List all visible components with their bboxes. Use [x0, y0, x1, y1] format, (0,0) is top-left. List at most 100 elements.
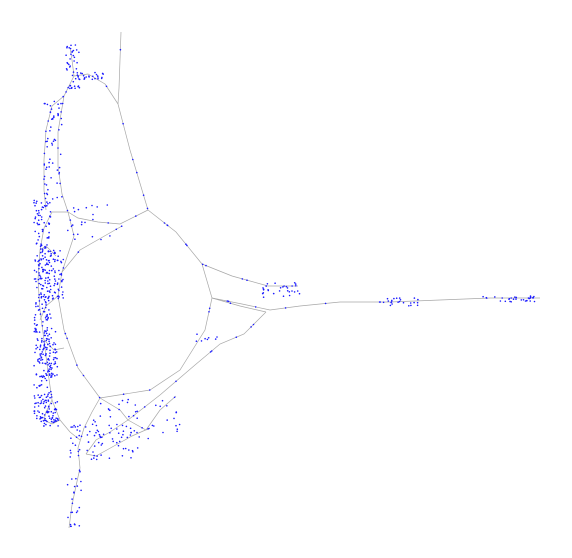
graph-node [70, 437, 72, 440]
graph-node [229, 302, 232, 305]
graph-node [44, 417, 46, 420]
graph-node [43, 204, 46, 207]
graph-node [278, 290, 281, 292]
graph-node [46, 286, 48, 289]
graph-node [38, 331, 41, 333]
graph-node [37, 214, 40, 217]
graph-node [57, 425, 59, 427]
graph-node [96, 75, 99, 77]
graph-node [37, 358, 39, 361]
graph-node [53, 284, 55, 287]
graph-edge [85, 419, 129, 455]
graph-node [208, 311, 210, 313]
graph-node [130, 457, 132, 459]
graph-node [71, 224, 74, 226]
graph-node [39, 277, 41, 280]
graph-node [48, 309, 50, 311]
graph-node [74, 238, 76, 240]
graph-node [262, 287, 264, 289]
graph-node [166, 405, 168, 407]
graph-edges [37, 31, 540, 529]
graph-node [121, 399, 124, 402]
graph-node [279, 287, 282, 289]
graph-node [54, 374, 56, 377]
graph-edge [117, 103, 149, 211]
graph-node [105, 85, 108, 88]
graph-node [99, 415, 102, 417]
graph-node [53, 115, 55, 117]
graph-node [69, 219, 72, 221]
graph-node [95, 458, 98, 461]
graph-node [78, 78, 80, 80]
graph-node [186, 244, 188, 247]
graph-node [69, 47, 72, 50]
graph-node [43, 369, 45, 372]
graph-node [94, 421, 96, 423]
graph-node [49, 424, 51, 427]
graph-node [74, 444, 77, 447]
graph-node [43, 310, 46, 313]
graph-node [55, 408, 58, 411]
graph-node [397, 301, 399, 304]
graph-node [44, 282, 47, 284]
graph-node [124, 447, 127, 450]
graph-edge [127, 395, 177, 431]
graph-node [52, 414, 54, 417]
graph-node [120, 225, 123, 227]
graph-node [41, 325, 44, 327]
graph-node [533, 295, 535, 298]
graph-node [386, 297, 389, 300]
graph-node [41, 251, 44, 253]
graph-node [49, 211, 52, 213]
graph-node [41, 351, 43, 353]
graph-node [515, 296, 518, 299]
graph-edge [99, 397, 129, 421]
graph-node [76, 510, 79, 512]
graph-node [482, 295, 484, 298]
graph-node [40, 420, 42, 423]
graph-node [33, 323, 36, 325]
graph-node [74, 87, 76, 90]
graph-node [75, 511, 78, 514]
graph-node [207, 337, 210, 339]
graph-node [54, 402, 57, 404]
graph-node [91, 78, 94, 81]
graph-node [45, 318, 48, 321]
graph-node [285, 285, 288, 288]
graph-node [88, 75, 90, 77]
graph-node [143, 406, 146, 408]
graph-node [73, 85, 76, 87]
graph-node [391, 299, 393, 302]
graph-node [49, 364, 52, 367]
graph-node [118, 408, 120, 411]
graph-node [60, 274, 63, 276]
graph-node [44, 247, 46, 249]
graph-node [529, 295, 532, 297]
graph-node [43, 393, 46, 396]
graph-node [42, 206, 45, 209]
graph-node [163, 222, 166, 224]
graph-node [34, 204, 36, 207]
graph-node [252, 323, 255, 326]
graph-node [76, 485, 79, 487]
graph-node [43, 175, 46, 178]
graph-node [33, 364, 35, 367]
graph-node [33, 201, 35, 204]
graph-node [60, 111, 62, 113]
graph-node [175, 380, 177, 383]
graph-node [71, 498, 73, 500]
graph-node [89, 430, 91, 433]
graph-node [40, 375, 43, 378]
graph-node [62, 297, 64, 299]
graph-node [85, 76, 87, 78]
graph-node [98, 433, 101, 436]
graph-node [74, 426, 77, 428]
graph-node [227, 300, 230, 303]
graph-node [514, 296, 516, 298]
graph-node [39, 384, 41, 387]
graph-node [78, 86, 81, 89]
graph-node [50, 393, 53, 396]
graph-node [47, 400, 50, 402]
graph-node [49, 352, 51, 355]
graph-node [282, 295, 285, 298]
